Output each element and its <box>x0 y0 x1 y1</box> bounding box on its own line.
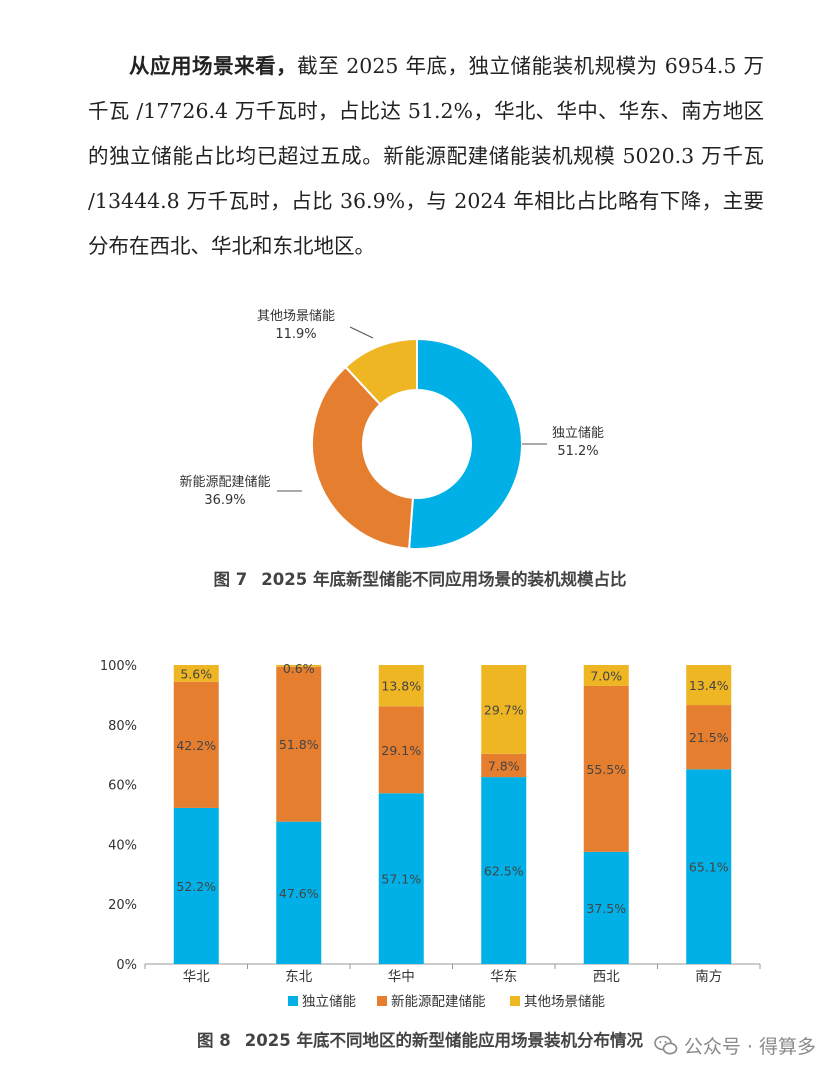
slice-label: 新能源配建储能 <box>179 474 270 490</box>
y-tick-label: 20% <box>108 898 137 913</box>
x-tick-label: 西北 <box>593 969 621 985</box>
slice-value-label: 36.9% <box>204 493 245 508</box>
paragraph-lead: 从应用场景来看， <box>129 54 298 78</box>
figure-8-title: 2025 年底不同地区的新型储能应用场景装机分布情况 <box>244 1031 643 1050</box>
bar-data-label: 52.2% <box>176 879 216 894</box>
figure-7-number: 图 7 <box>213 570 248 589</box>
slice-value-label: 11.9% <box>275 327 316 342</box>
legend-swatch <box>377 996 387 1006</box>
bar-data-label: 57.1% <box>381 872 421 887</box>
bar-data-label: 62.5% <box>484 864 524 879</box>
donut-slice <box>344 337 418 406</box>
bar-data-label: 47.6% <box>279 886 319 901</box>
y-tick-label: 80% <box>108 719 137 734</box>
donut-slice <box>311 365 415 550</box>
slice-leader-line <box>349 326 374 339</box>
bar-segment <box>276 665 322 667</box>
bar-segment <box>481 665 527 754</box>
slice-value-label: 51.2% <box>557 444 598 459</box>
y-tick-label: 0% <box>116 958 137 973</box>
bar-data-label: 5.6% <box>180 666 212 681</box>
bar-data-label: 55.5% <box>586 762 626 777</box>
paragraph-body: 截至 2025 年底，独立储能装机规模为 6954.5 万千瓦 /17726.4… <box>88 54 765 258</box>
bar-segment <box>583 851 629 964</box>
donut-chart: 独立储能 51.2% 新能源配建储能 36.9% 其他场景储能 11.9% <box>179 309 604 550</box>
bar-data-label: 42.2% <box>176 738 216 753</box>
watermark: 公众号 · 得算多 <box>654 1032 816 1059</box>
x-tick-label: 华中 <box>388 969 415 985</box>
bar-segment <box>686 769 732 964</box>
bar-data-label: 65.1% <box>689 860 729 875</box>
y-tick-label: 100% <box>100 659 137 674</box>
wechat-icon <box>654 1035 678 1054</box>
bar-data-label: 21.5% <box>689 730 729 745</box>
figure-7-caption: 图 7 2025 年底新型储能不同应用场景的装机规模占比 <box>0 566 840 590</box>
body-paragraph: 从应用场景来看，截至 2025 年底，独立储能装机规模为 6954.5 万千瓦 … <box>88 44 764 269</box>
figure-8-number: 图 8 <box>197 1031 231 1050</box>
bar-data-label: 13.8% <box>381 679 421 694</box>
legend-swatch <box>510 996 520 1006</box>
bar-segment <box>583 685 629 852</box>
x-tick-label: 华北 <box>183 969 210 985</box>
bar-data-label: 13.4% <box>689 678 729 693</box>
bar-segment <box>276 666 322 822</box>
y-tick-label: 40% <box>108 838 137 853</box>
bar-data-label: 29.7% <box>484 702 524 717</box>
bar-data-label: 7.0% <box>590 668 622 683</box>
bar-data-label: 51.8% <box>279 737 319 752</box>
y-tick-label: 60% <box>108 779 137 794</box>
bar-data-label: 0.6% <box>283 661 315 676</box>
bar-data-label: 37.5% <box>586 901 626 916</box>
bar-segment <box>583 665 629 686</box>
donut-slice <box>408 337 523 550</box>
bar-segment <box>686 705 732 770</box>
bar-segment <box>481 777 527 964</box>
bar-data-label: 7.8% <box>488 758 520 773</box>
bar-segment <box>378 665 424 707</box>
bar-segment <box>378 793 424 964</box>
x-tick-label: 华东 <box>490 969 517 985</box>
slice-label: 其他场景储能 <box>257 309 335 324</box>
watermark-text: 公众号 · 得算多 <box>683 1036 816 1058</box>
x-tick-label: 南方 <box>695 969 722 985</box>
bar-segment <box>173 681 219 808</box>
legend-swatch <box>288 996 298 1006</box>
legend-label: 其他场景储能 <box>524 994 605 1010</box>
x-tick-label: 东北 <box>285 969 312 985</box>
bar-segment <box>481 753 527 778</box>
figure-8-caption: 图 8 2025 年底不同地区的新型储能应用场景装机分布情况 <box>0 1027 840 1051</box>
bar-data-label: 29.1% <box>381 743 421 758</box>
bar-segment <box>173 807 219 964</box>
bar-segment <box>173 665 219 682</box>
bar-segment <box>276 821 322 964</box>
figure-7-title: 2025 年底新型储能不同应用场景的装机规模占比 <box>261 570 627 589</box>
legend-label: 新能源配建储能 <box>391 994 486 1010</box>
slice-label: 独立储能 <box>552 426 604 441</box>
bar-segment <box>686 665 732 706</box>
legend-label: 独立储能 <box>302 994 356 1010</box>
bar-segment <box>378 706 424 794</box>
